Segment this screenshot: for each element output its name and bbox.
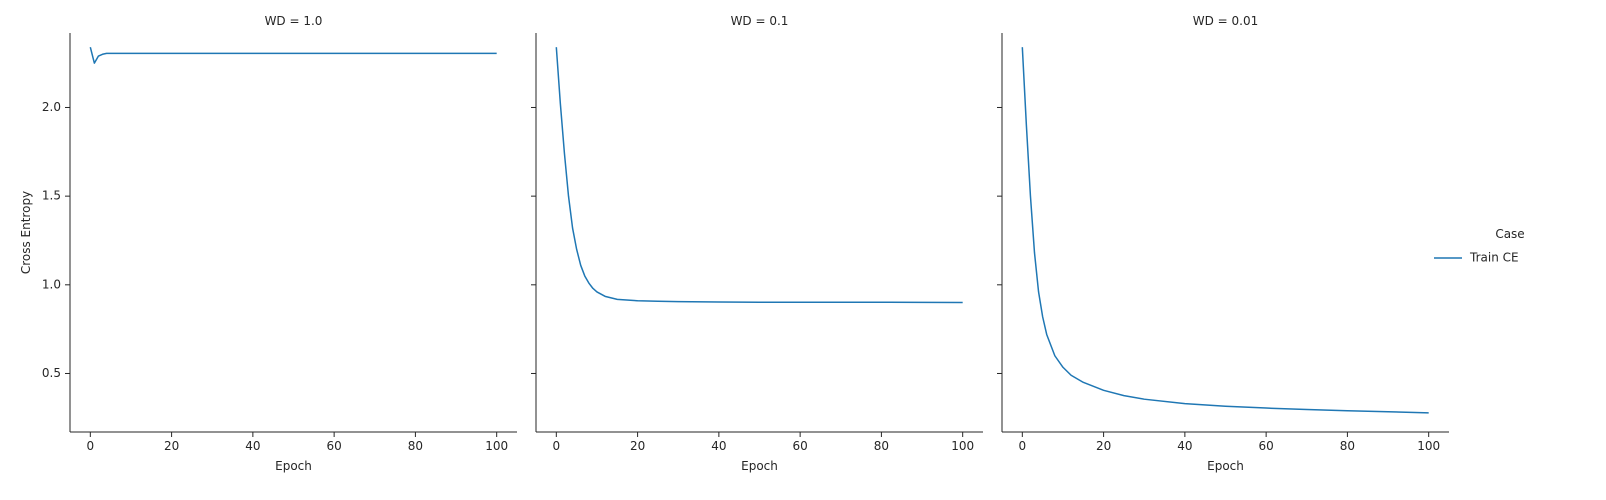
panel-3: WD = 0.01 0 20 40 60 80 100 Epoch (997, 14, 1449, 473)
x-tick-label: 20 (1096, 439, 1111, 453)
x-axis-label: Epoch (1207, 459, 1244, 473)
x-tick-label: 20 (630, 439, 645, 453)
x-tick-label: 80 (1340, 439, 1355, 453)
y-tick-label: 0.5 (42, 366, 61, 380)
panel-2: WD = 0.1 0 20 40 60 80 100 Epoch (531, 14, 983, 473)
panel-title: WD = 1.0 (265, 14, 323, 28)
x-tick-label: 0 (86, 439, 94, 453)
panel-title: WD = 0.01 (1193, 14, 1259, 28)
x-tick-label: 60 (792, 439, 807, 453)
x-tick-label: 60 (326, 439, 341, 453)
x-tick-label: 0 (552, 439, 560, 453)
x-tick-label: 40 (1177, 439, 1192, 453)
series-line-train-ce (1021, 47, 1429, 414)
x-tick-label: 40 (711, 439, 726, 453)
y-axis-label: Cross Entropy (19, 191, 33, 274)
x-tick-label: 0 (1018, 439, 1026, 453)
panel-title: WD = 0.1 (731, 14, 789, 28)
series-line-train-ce (89, 47, 497, 64)
plot-area: WD = 1.0 0 20 40 60 80 100 0.5 1.0 1.5 2.0 Epoch Cro… (19, 14, 1449, 473)
y-tick-label: 1.5 (42, 189, 61, 203)
y-tick-label: 1.0 (42, 277, 61, 291)
x-tick-label: 100 (485, 439, 508, 453)
x-axis-label: Epoch (741, 459, 778, 473)
x-tick-label: 100 (1417, 439, 1440, 453)
x-tick-label: 80 (874, 439, 889, 453)
legend-label-train-ce: Train CE (1469, 251, 1519, 265)
x-tick-label: 40 (245, 439, 260, 453)
x-axis-label: Epoch (275, 459, 312, 473)
x-tick-label: 100 (951, 439, 974, 453)
series-line-train-ce (555, 47, 963, 304)
x-tick-label: 80 (408, 439, 423, 453)
panel-1: WD = 1.0 0 20 40 60 80 100 0.5 1.0 1.5 2.0 Epoch Cro… (19, 14, 517, 473)
y-tick-label: 2.0 (42, 100, 61, 114)
x-tick-label: 20 (164, 439, 179, 453)
x-tick-label: 60 (1258, 439, 1273, 453)
legend-title: Case (1495, 227, 1524, 241)
legend: Case Train CE (1434, 227, 1525, 265)
